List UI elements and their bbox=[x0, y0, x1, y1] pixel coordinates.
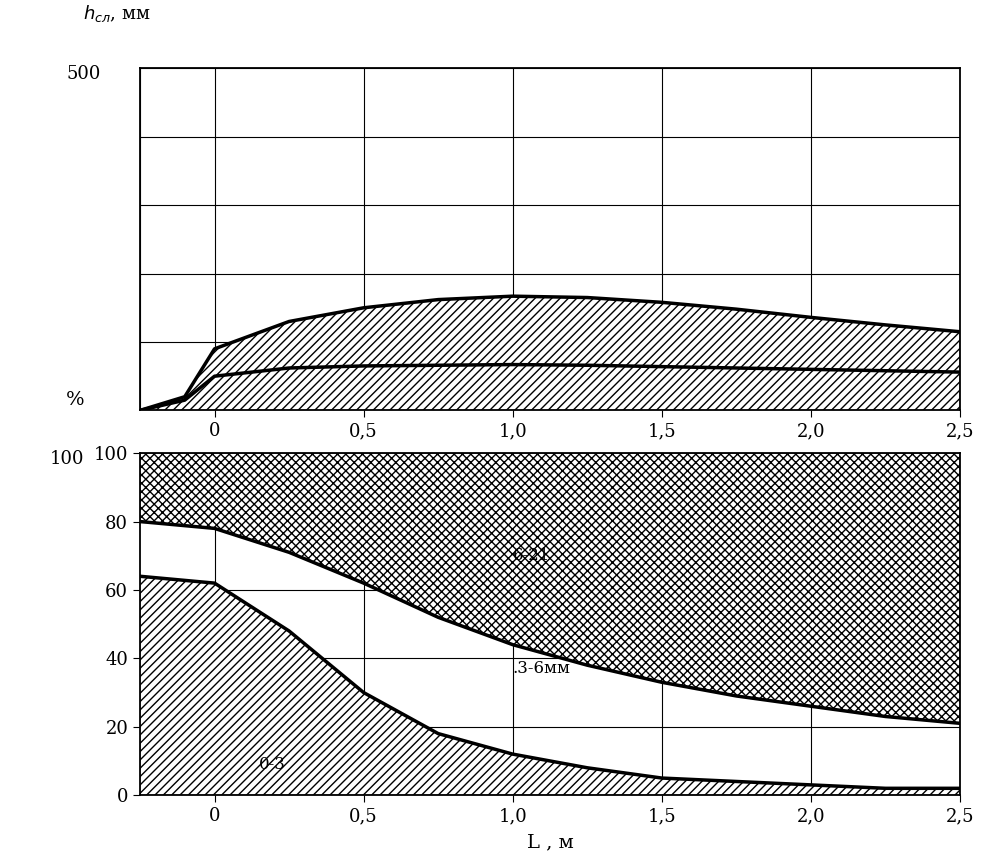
Text: 0-3: 0-3 bbox=[259, 756, 286, 773]
Text: $h_{сл}$, мм: $h_{сл}$, мм bbox=[83, 3, 150, 24]
Text: .3-6мм: .3-6мм bbox=[513, 660, 571, 677]
Polygon shape bbox=[140, 296, 960, 410]
Text: %: % bbox=[66, 391, 85, 409]
Text: 500: 500 bbox=[66, 65, 101, 83]
Text: 100: 100 bbox=[50, 450, 84, 468]
Text: 6-21: 6-21 bbox=[513, 547, 550, 564]
Polygon shape bbox=[140, 364, 960, 410]
Polygon shape bbox=[140, 453, 960, 723]
X-axis label: L , м: L , м bbox=[527, 834, 573, 852]
Polygon shape bbox=[140, 576, 960, 795]
